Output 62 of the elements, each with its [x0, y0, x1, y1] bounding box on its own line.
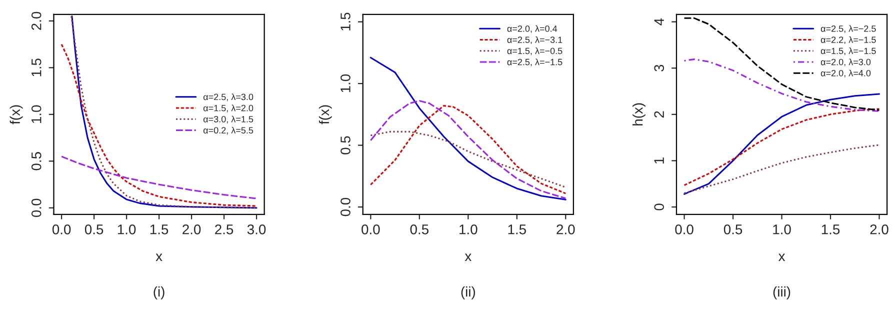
x-tick-label: 1.0: [773, 224, 791, 234]
y-tick-label: 0.0: [340, 198, 350, 216]
x-axis-title: x: [778, 254, 786, 262]
legend-label: α=3.0, λ=1.5: [203, 116, 254, 124]
y-tick-label: 1: [654, 158, 664, 164]
x-tick-label: 1.5: [508, 224, 526, 234]
y-axis-title: f(x): [318, 105, 332, 124]
x-tick-label: 2.0: [870, 224, 888, 234]
legend-label: α=1.5, λ=2.0: [203, 104, 254, 112]
y-tick-label: 0.5: [31, 152, 42, 170]
y-tick-label: 1.5: [340, 12, 350, 30]
legend-label: α=2.0, λ=0.4: [507, 25, 558, 33]
line-series: [684, 93, 880, 195]
x-tick-label: 2.0: [556, 224, 575, 234]
line-series: [370, 56, 566, 200]
legend-label: α=2.0, λ=4.0: [820, 70, 871, 78]
x-tick-label: 2.5: [215, 224, 234, 234]
legend-label: α=2.5, λ=−3.1: [507, 36, 562, 44]
x-tick-label: 1.0: [460, 224, 478, 234]
legend-label: α=2.5, λ=−1.5: [507, 58, 562, 66]
y-tick-label: 1.5: [32, 58, 42, 76]
line-series: [60, 156, 258, 200]
x-tick-label: 0.0: [52, 224, 71, 234]
line-series: [684, 17, 880, 111]
y-tick-label: 0.5: [340, 136, 350, 154]
y-tick-label: 0.0: [31, 198, 42, 217]
y-axis-title: h(x): [632, 103, 646, 126]
line-series: [684, 108, 880, 186]
line-series: [684, 144, 880, 194]
y-axis-title: f(x): [10, 105, 23, 124]
text: (i): [154, 286, 164, 300]
y-tick-label: 2.0: [31, 12, 42, 30]
legend-label: α=2.0, λ=3.0: [820, 58, 871, 66]
line-series: [60, 44, 258, 207]
x-tick-label: 0.5: [410, 224, 428, 234]
y-tick-label: 2: [654, 111, 664, 118]
y-tick-label: 0: [654, 204, 664, 210]
text: (ii): [461, 286, 476, 300]
line-series: [684, 58, 880, 112]
legend-label: α=2.5, λ=−2.5: [820, 25, 876, 33]
x-tick-label: 2.0: [182, 224, 201, 234]
y-tick-label: 3: [654, 64, 664, 72]
legend-label: α=1.5, λ=−0.5: [507, 47, 562, 56]
x-tick-label: 0.5: [84, 224, 104, 234]
x-tick-label: 0.0: [675, 224, 694, 234]
legend-label: α=2.2, λ=−1.5: [820, 36, 876, 44]
legend-label: α=2.5, λ=3.0: [203, 94, 254, 102]
text: (iii): [773, 286, 790, 300]
y-tick-label: 1.0: [340, 74, 350, 92]
x-tick-label: 1.5: [822, 224, 840, 234]
y-tick-label: 1.0: [31, 105, 42, 123]
line-series: [370, 130, 566, 188]
legend-label: α=0.2, λ=5.5: [203, 126, 254, 135]
x-axis-title: x: [464, 254, 472, 262]
x-tick-label: 0.5: [724, 224, 742, 234]
x-axis-title: x: [156, 254, 162, 262]
x-tick-label: 0.0: [362, 224, 380, 234]
x-tick-label: 1.0: [118, 224, 136, 234]
x-tick-label: 1.5: [150, 224, 168, 234]
y-tick-label: 4: [654, 18, 664, 26]
legend-label: α=1.5, λ=−1.5: [820, 47, 876, 56]
x-tick-label: 3.0: [247, 224, 266, 234]
